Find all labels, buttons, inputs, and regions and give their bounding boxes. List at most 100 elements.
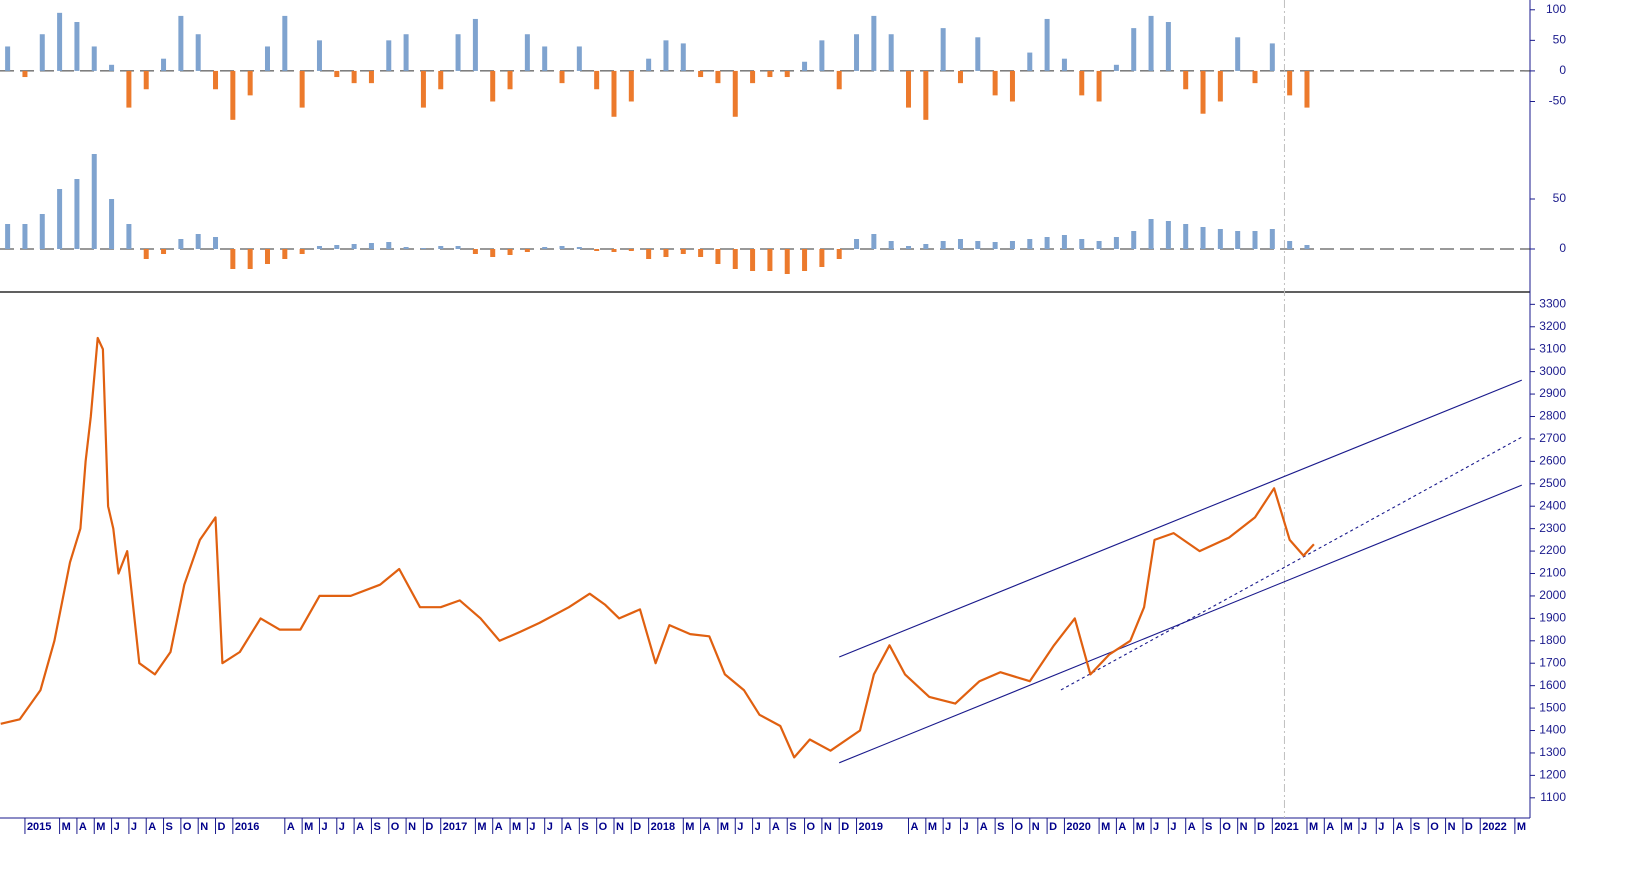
oscillator-bar	[316, 40, 322, 71]
oscillator-bar	[213, 70, 219, 90]
x-tick-label: J	[114, 821, 120, 833]
trend-line	[839, 484, 1523, 764]
x-tick-label: S	[581, 821, 588, 833]
oscillator-bar	[854, 34, 860, 71]
x-tick-label: D	[425, 821, 433, 833]
x-tick-label: J	[737, 821, 743, 833]
oscillator-bar	[1252, 231, 1258, 249]
x-tick-label: S	[373, 821, 380, 833]
x-tick-label: 2016	[235, 821, 259, 833]
x-tick-label: A	[911, 821, 919, 833]
x-tick-label: J	[1361, 821, 1367, 833]
oscillator-bar	[161, 58, 167, 71]
x-tick-label: O	[599, 821, 608, 833]
oscillator-bar	[386, 242, 392, 249]
oscillator-bar	[888, 34, 894, 71]
oscillator-bar	[368, 70, 374, 84]
oscillator-bar	[282, 249, 288, 259]
oscillator-bar	[611, 70, 617, 117]
oscillator-bar	[472, 18, 478, 71]
oscillator-bar	[698, 70, 704, 78]
oscillator-bar	[126, 70, 132, 108]
x-tick-label: A	[1396, 821, 1404, 833]
y-tick-label: 0	[1559, 241, 1566, 255]
oscillator-bar	[472, 249, 478, 254]
oscillator-bar	[438, 70, 444, 90]
oscillator-bar	[420, 248, 426, 249]
oscillator-bar	[732, 249, 738, 269]
x-tick-label: 2020	[1066, 821, 1090, 833]
oscillator-bar	[403, 247, 409, 249]
oscillator-bar	[351, 70, 357, 84]
oscillator-bar	[1200, 227, 1206, 249]
x-tick-label: J	[1153, 821, 1159, 833]
x-tick-label: M	[1309, 821, 1318, 833]
oscillator-bar	[1148, 219, 1154, 249]
oscillator-bar	[74, 179, 80, 249]
oscillator-bar	[663, 40, 669, 71]
oscillator-bar	[143, 249, 149, 259]
x-tick-label: N	[616, 821, 624, 833]
oscillator-bar	[871, 234, 877, 249]
oscillator-bar	[767, 70, 773, 78]
oscillator-bar	[91, 46, 97, 71]
x-tick-label: O	[807, 821, 816, 833]
y-tick-label: 1500	[1539, 700, 1566, 714]
price-line	[0, 336, 1315, 759]
x-tick-label: M	[512, 821, 521, 833]
y-tick-label: 2100	[1539, 566, 1566, 580]
x-tick-label: J	[547, 821, 553, 833]
x-tick-label: J	[755, 821, 761, 833]
oscillator-bar	[1131, 231, 1137, 249]
x-tick-label: A	[772, 821, 780, 833]
oscillator-bar	[750, 249, 756, 271]
x-tick-label: A	[495, 821, 503, 833]
oscillator-bar	[871, 15, 877, 71]
x-tick-label: J	[321, 821, 327, 833]
oscillator-bar	[1113, 237, 1119, 249]
oscillator-bar	[940, 241, 946, 249]
x-tick-label: M	[477, 821, 486, 833]
oscillator-bar	[334, 245, 340, 249]
y-tick-label: 2800	[1539, 409, 1566, 423]
x-tick-label: A	[564, 821, 572, 833]
x-tick-label: N	[200, 821, 208, 833]
oscillator-bar	[646, 249, 652, 259]
oscillator-bar	[923, 244, 929, 249]
x-tick-label: O	[183, 821, 192, 833]
oscillator-bar	[663, 249, 669, 257]
y-tick-label: 2200	[1539, 543, 1566, 557]
oscillator-bar	[715, 70, 721, 84]
oscillator-bar	[282, 15, 288, 71]
x-tick-label: J	[945, 821, 951, 833]
oscillator-bar	[957, 239, 963, 249]
oscillator-bar	[1113, 64, 1119, 71]
x-tick-label: A	[1188, 821, 1196, 833]
oscillator-bar	[57, 12, 63, 71]
y-tick-label: 1700	[1539, 655, 1566, 669]
y-tick-label: 3100	[1539, 341, 1566, 355]
oscillator-bar	[1269, 43, 1275, 71]
y-tick-label: 2500	[1539, 476, 1566, 490]
oscillator-bar	[836, 249, 842, 259]
oscillator-bar	[819, 40, 825, 71]
y-tick-label: 1600	[1539, 678, 1566, 692]
oscillator-bar	[178, 239, 184, 249]
oscillator-bar	[802, 249, 808, 271]
oscillator-bar	[992, 242, 998, 249]
x-tick-label: J	[1170, 821, 1176, 833]
oscillator-bar	[698, 249, 704, 257]
oscillator-bar	[1044, 237, 1050, 249]
x-tick-label: O	[391, 821, 400, 833]
y-tick-label: 1400	[1539, 723, 1566, 737]
y-tick-label: 1200	[1539, 768, 1566, 782]
oscillator-bar	[576, 46, 582, 71]
x-tick-label: S	[997, 821, 1004, 833]
y-tick-label: 2700	[1539, 431, 1566, 445]
oscillator-bar	[57, 189, 63, 249]
oscillator-bar	[1131, 28, 1137, 71]
oscillator-bar	[646, 58, 652, 71]
oscillator-bar	[5, 224, 11, 249]
oscillator-bar	[247, 249, 253, 269]
oscillator-bar	[1009, 70, 1015, 102]
